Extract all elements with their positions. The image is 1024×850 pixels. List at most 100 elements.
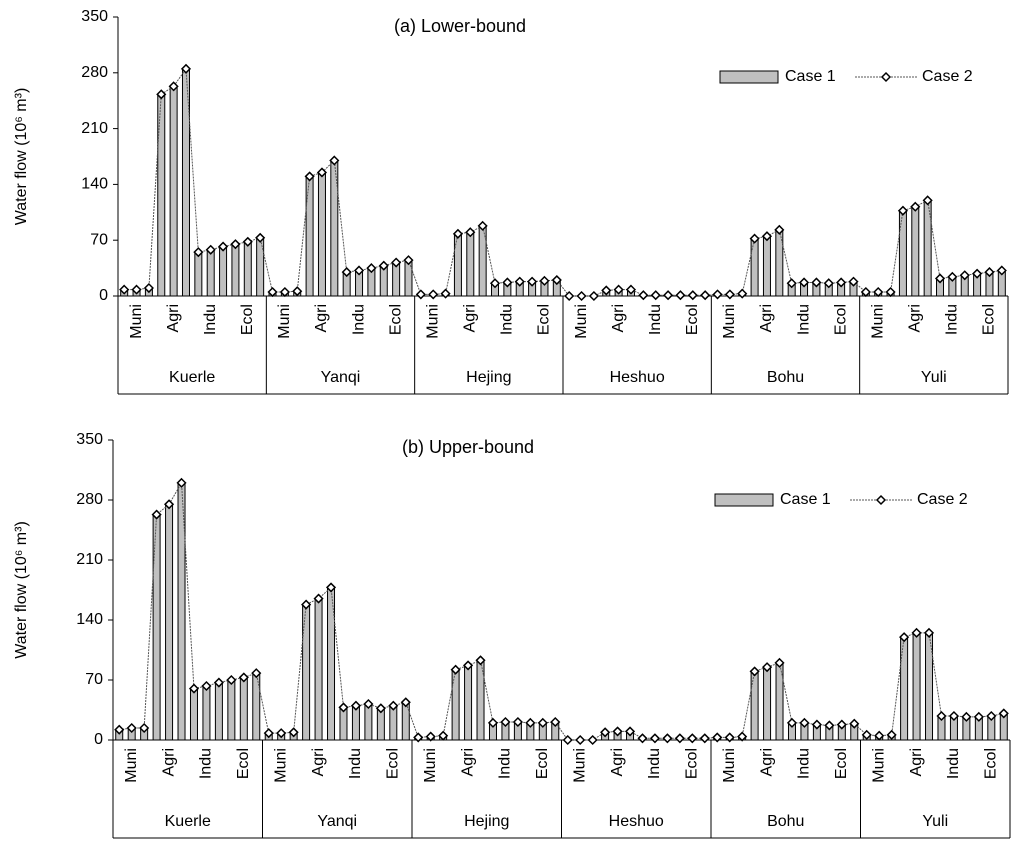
x-tick-label: Muni (573, 304, 590, 339)
marker (263, 728, 274, 739)
bar (305, 175, 314, 297)
marker (550, 716, 561, 728)
marker (799, 717, 810, 728)
marker (637, 733, 648, 744)
y-tick-label: 350 (76, 431, 103, 448)
x-tick-label: Agri (758, 748, 775, 776)
marker (947, 271, 958, 282)
bar (202, 685, 211, 741)
y-tick-label: 280 (81, 64, 108, 81)
x-tick-label: Agri (758, 304, 775, 332)
x-tick-label: Ecol (239, 304, 256, 335)
bar (763, 666, 772, 741)
marker (388, 700, 399, 711)
marker (687, 733, 698, 744)
legend-label: Case 1 (780, 491, 831, 508)
legend-label: Case 1 (785, 68, 836, 85)
marker (403, 255, 414, 266)
marker (786, 278, 797, 289)
marker (984, 267, 995, 278)
group-label: Yuli (922, 813, 948, 830)
x-tick-label: Indu (198, 748, 215, 779)
marker (119, 284, 130, 295)
marker (861, 729, 872, 740)
x-tick-label: Agri (462, 304, 479, 332)
marker (164, 499, 175, 510)
bar (314, 598, 323, 741)
bar (912, 632, 921, 741)
y-tick-label: 0 (94, 731, 103, 748)
marker (288, 727, 299, 738)
marker (724, 289, 735, 300)
x-tick-label: Indu (796, 748, 813, 779)
marker (251, 668, 262, 679)
marker (663, 290, 674, 301)
marker (475, 655, 486, 666)
group-label: Yuli (921, 369, 947, 386)
legend-label: Case 2 (922, 68, 973, 85)
marker (601, 285, 612, 296)
bar (157, 93, 166, 297)
x-tick-label: Agri (313, 304, 330, 332)
group-label: Yanqi (321, 369, 361, 386)
x-tick-label: Agri (310, 748, 327, 776)
marker (836, 719, 847, 730)
y-axis-label: Water flow (10⁶ m³) (13, 521, 30, 659)
marker (139, 722, 150, 734)
marker (675, 290, 686, 301)
marker (836, 277, 847, 288)
x-tick-label: Muni (422, 748, 439, 783)
x-tick-label: Agri (610, 304, 627, 332)
marker (230, 239, 241, 250)
marker (761, 231, 773, 242)
x-tick-label: Ecol (534, 748, 551, 779)
x-tick-label: Ecol (387, 304, 404, 335)
x-tick-label: Indu (347, 748, 364, 779)
x-tick-label: Muni (870, 748, 887, 783)
x-tick-label: Indu (647, 304, 664, 335)
bar (194, 251, 203, 297)
marker (525, 717, 536, 728)
x-tick-label: Agri (609, 748, 626, 776)
marker (873, 286, 884, 298)
marker (440, 288, 451, 299)
bar (239, 676, 248, 741)
marker (156, 89, 167, 100)
y-tick-label: 350 (81, 8, 108, 25)
marker (350, 700, 361, 711)
marker (774, 657, 785, 668)
marker (662, 733, 673, 744)
group-label: Heshuo (610, 369, 665, 386)
marker (537, 717, 548, 728)
legend-marker (875, 494, 887, 506)
marker (400, 697, 411, 708)
marker (143, 282, 154, 294)
bar (453, 233, 462, 297)
marker (724, 732, 735, 743)
marker (363, 698, 374, 710)
line (124, 67, 1002, 297)
marker (151, 509, 162, 520)
marker (575, 734, 586, 746)
x-tick-label: Ecol (833, 748, 850, 779)
y-tick-label: 70 (85, 671, 103, 688)
marker (188, 683, 200, 694)
y-tick-label: 210 (76, 551, 103, 568)
marker (168, 81, 179, 92)
marker (338, 702, 349, 713)
marker (465, 227, 476, 238)
legend-swatch (714, 493, 774, 507)
x-tick-label: Ecol (385, 748, 402, 779)
x-tick-label: Indu (944, 304, 961, 335)
marker (477, 220, 488, 231)
group-label: Bohu (767, 369, 804, 386)
x-tick-label: Ecol (235, 748, 252, 779)
group-label: Hejing (464, 813, 509, 830)
marker (860, 286, 871, 298)
marker (959, 270, 970, 281)
marker (699, 733, 710, 744)
marker (587, 734, 598, 746)
marker (922, 195, 933, 206)
marker (313, 593, 324, 604)
